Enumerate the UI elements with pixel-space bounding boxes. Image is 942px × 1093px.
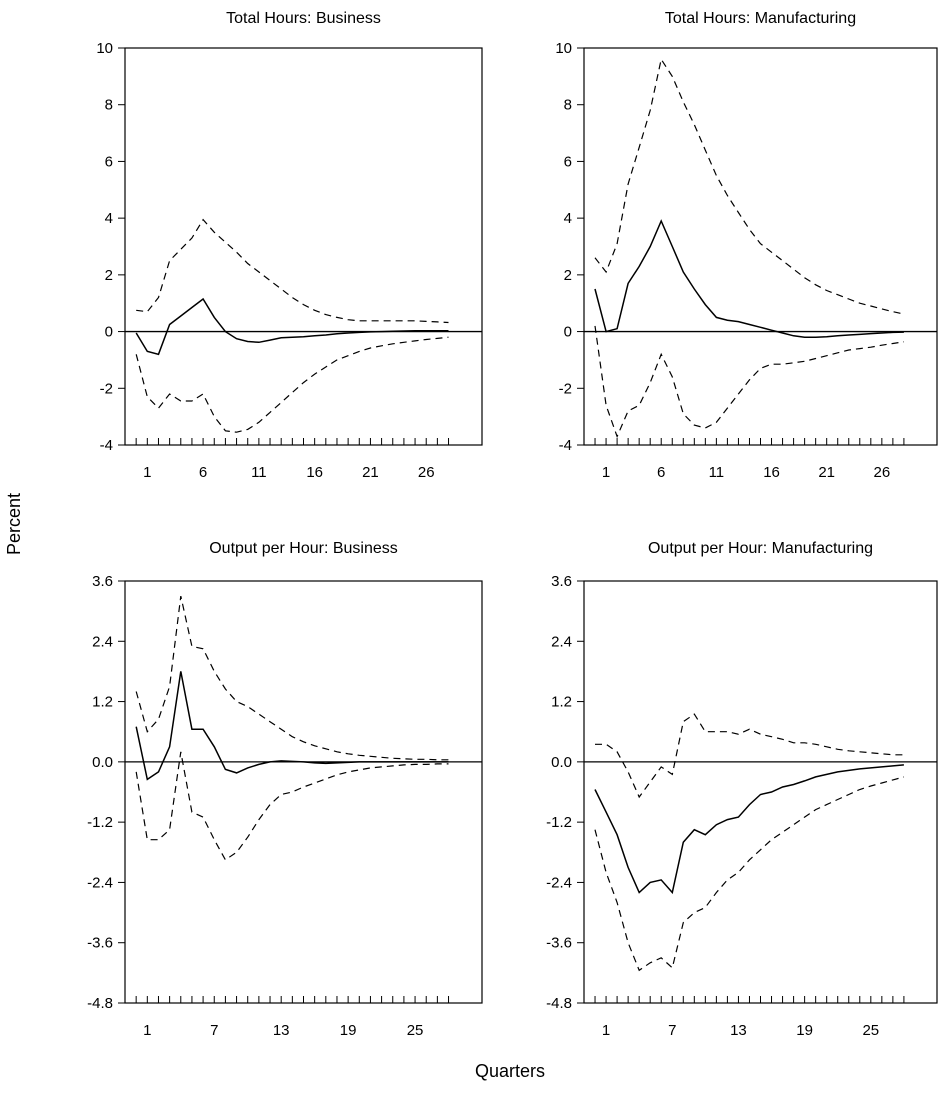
y-tick-label: 6 xyxy=(564,153,572,170)
x-tick-label: 25 xyxy=(862,1022,879,1039)
y-tick-label: 10 xyxy=(96,40,113,57)
y-tick-label: 2.4 xyxy=(551,633,572,650)
y-tick-label: -4 xyxy=(559,437,572,454)
y-tick-label: 2 xyxy=(105,267,113,284)
y-tick-label: 2 xyxy=(564,267,572,284)
chart-title: Output per Hour: Business xyxy=(209,540,398,557)
y-tick-label: -3.6 xyxy=(546,935,572,952)
y-tick-label: 6 xyxy=(105,153,113,170)
y-tick-label: -4.8 xyxy=(87,995,113,1012)
plot-frame xyxy=(583,47,938,446)
x-tick-label: 7 xyxy=(210,1022,218,1039)
y-tick-label: -2 xyxy=(100,380,113,397)
y-tick-label: 4 xyxy=(564,210,572,227)
lower-band-line xyxy=(594,325,904,439)
chart-title: Output per Hour: Manufacturing xyxy=(648,540,873,557)
y-tick-label: -1.2 xyxy=(87,814,113,831)
point-estimate-line xyxy=(135,297,449,356)
y-tick-label: 2.4 xyxy=(92,633,113,650)
y-tick-label: 3.6 xyxy=(551,573,572,590)
lower-band-line xyxy=(135,336,449,433)
x-tick-label: 16 xyxy=(763,464,780,481)
y-tick-label: 4 xyxy=(105,210,113,227)
upper-band-line xyxy=(135,595,449,761)
x-tick-label: 13 xyxy=(273,1022,290,1039)
x-tick-label: 1 xyxy=(143,1022,151,1039)
x-tick-label: 11 xyxy=(251,464,267,481)
y-tick-label: 3.6 xyxy=(92,573,113,590)
chart-panel-productivity-manufacturing: Output per Hour: Manufacturing 3.6 2.4 1.2 0… xyxy=(546,540,938,1039)
y-tick-label: -4.8 xyxy=(546,995,572,1012)
x-tick-label: 6 xyxy=(199,464,207,481)
y-tick-label: 0.0 xyxy=(92,754,113,771)
chart-title: Total Hours: Business xyxy=(226,10,381,27)
x-tick-label: 21 xyxy=(362,464,379,481)
point-estimate-line xyxy=(594,219,904,338)
x-tick-label: 7 xyxy=(668,1022,676,1039)
point-estimate-line xyxy=(135,671,449,781)
plot-frame xyxy=(583,580,938,1004)
x-tick-label: 1 xyxy=(602,1022,610,1039)
y-tick-label: -2.4 xyxy=(87,874,113,891)
y-tick-label: -1.2 xyxy=(546,814,572,831)
x-tick-label: 16 xyxy=(306,464,323,481)
y-tick-label: -2 xyxy=(559,380,572,397)
y-axis-title: Percent xyxy=(4,493,24,555)
plot-frame xyxy=(124,580,483,1004)
chart-panel-productivity-business: Output per Hour: Business 3.6 2.4 1.2 0.0 -1.… xyxy=(87,540,483,1039)
x-tick-label: 1 xyxy=(143,464,151,481)
x-tick-label: 25 xyxy=(407,1022,424,1039)
lower-band-line xyxy=(135,751,449,861)
y-tick-label: 0 xyxy=(105,324,113,341)
y-tick-label: -4 xyxy=(100,437,113,454)
upper-band-line xyxy=(136,218,449,324)
x-tick-label: 6 xyxy=(657,464,665,481)
x-tick-label: 11 xyxy=(709,464,725,481)
x-tick-label: 19 xyxy=(796,1022,813,1039)
y-tick-label: -3.6 xyxy=(87,935,113,952)
y-tick-label: 1.2 xyxy=(551,694,572,711)
y-tick-label: 0 xyxy=(564,324,572,341)
y-tick-label: 1.2 xyxy=(92,694,113,711)
x-tick-label: 26 xyxy=(874,464,891,481)
y-tick-label: 8 xyxy=(105,97,113,114)
point-estimate-line xyxy=(594,764,904,895)
upper-band-line xyxy=(594,57,905,315)
chart-title: Total Hours: Manufacturing xyxy=(665,10,856,27)
lower-band-line xyxy=(594,776,905,972)
y-tick-label: -2.4 xyxy=(546,874,572,891)
plot-frame xyxy=(124,47,483,446)
x-tick-label: 26 xyxy=(418,464,435,481)
y-tick-label: 10 xyxy=(555,40,572,57)
x-axis-title: Quarters xyxy=(475,1061,545,1081)
y-tick-label: 8 xyxy=(564,97,572,114)
y-tick-label: 0.0 xyxy=(551,754,572,771)
x-tick-label: 13 xyxy=(730,1022,747,1039)
x-tick-label: 21 xyxy=(818,464,835,481)
x-tick-label: 19 xyxy=(340,1022,357,1039)
x-tick-label: 1 xyxy=(602,464,610,481)
upper-band-line xyxy=(595,713,904,799)
